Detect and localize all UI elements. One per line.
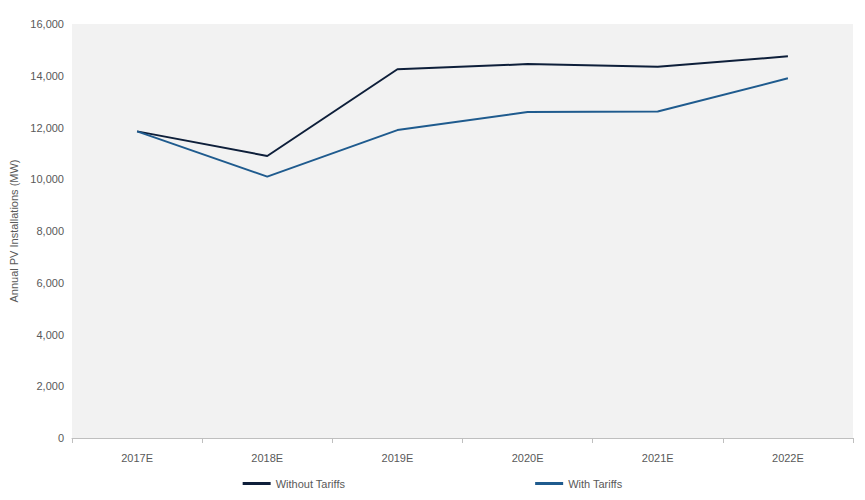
svg-text:2020E: 2020E: [512, 452, 544, 464]
svg-text:0: 0: [58, 432, 64, 444]
svg-text:4,000: 4,000: [36, 329, 64, 341]
svg-text:12,000: 12,000: [30, 122, 64, 134]
svg-text:10,000: 10,000: [30, 173, 64, 185]
svg-text:2021E: 2021E: [642, 452, 674, 464]
svg-text:14,000: 14,000: [30, 70, 64, 82]
svg-text:2,000: 2,000: [36, 380, 64, 392]
svg-text:2019E: 2019E: [382, 452, 414, 464]
svg-text:2022E: 2022E: [772, 452, 804, 464]
svg-text:Without Tariffs: Without Tariffs: [276, 478, 346, 490]
svg-text:6,000: 6,000: [36, 277, 64, 289]
svg-text:Annual PV Installations (MW): Annual PV Installations (MW): [8, 159, 20, 302]
svg-text:8,000: 8,000: [36, 225, 64, 237]
svg-text:2018E: 2018E: [251, 452, 283, 464]
svg-text:2017E: 2017E: [121, 452, 153, 464]
svg-text:16,000: 16,000: [30, 18, 64, 30]
svg-text:With Tariffs: With Tariffs: [568, 478, 622, 490]
